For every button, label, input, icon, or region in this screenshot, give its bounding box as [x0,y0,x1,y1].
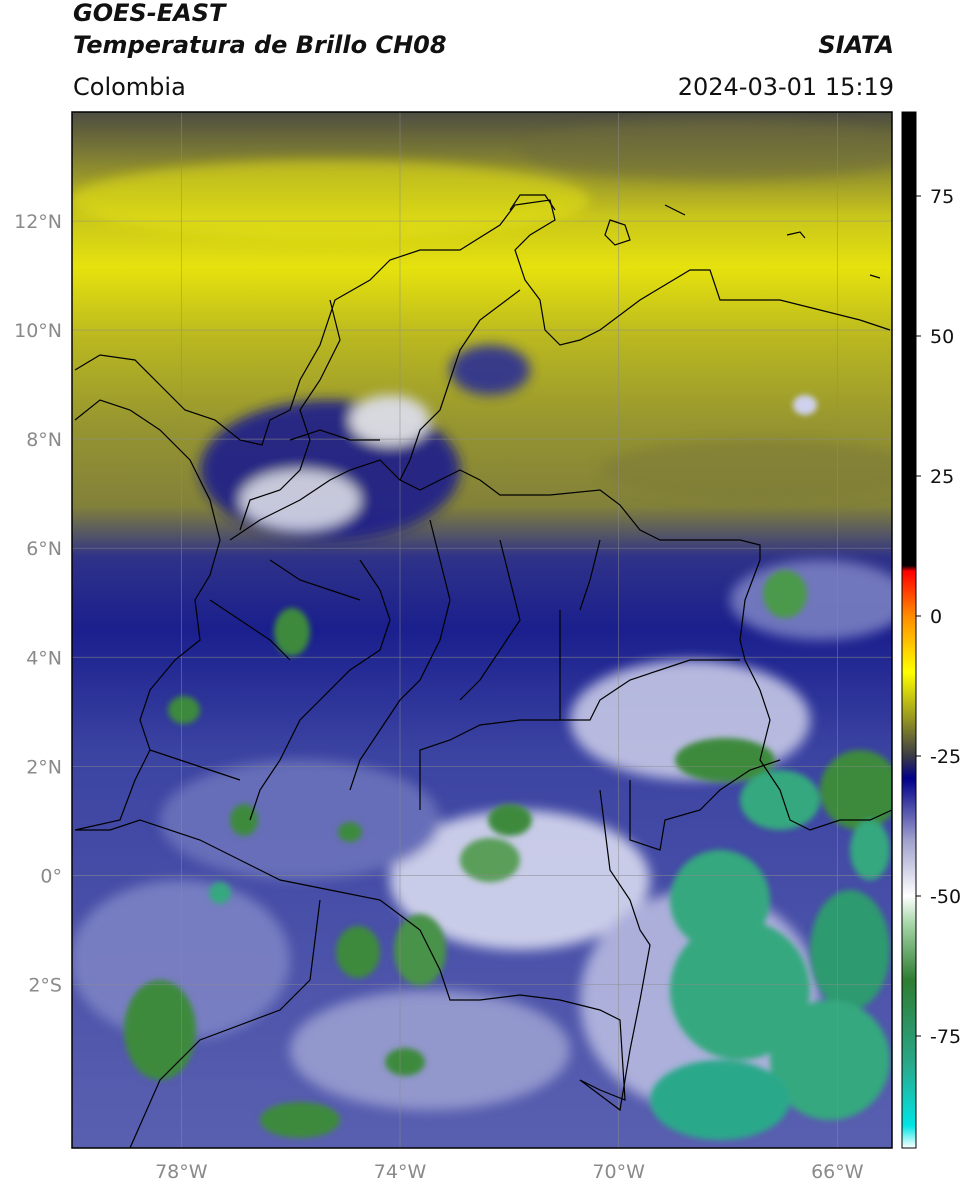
lon-tick-label: 74°W [374,1161,427,1183]
brightness-temperature-field [72,112,892,1148]
gridlines [72,112,892,1148]
lat-tick-label: 10°N [14,320,62,342]
latitude-tick-labels: 12°N 10°N 8°N 6°N 4°N 2°N 0° 2°S [14,211,62,996]
colorbar: 75 50 25 0 -25 -50 -75 [901,111,961,1149]
longitude-tick-labels: 78°W 74°W 70°W 66°W [155,1161,864,1183]
country-borders [74,194,892,1148]
colorbar-tick-label: -75 [930,1026,961,1048]
lat-tick-label: 12°N [14,211,62,233]
product-title: Temperatura de Brillo CH08 [73,31,447,59]
satellite-title: GOES-EAST [73,0,226,27]
lon-tick-label: 66°W [811,1161,864,1183]
lat-tick-label: 0° [40,865,62,887]
colorbar-tick-labels: 75 50 25 0 -25 -50 -75 [916,186,961,1048]
colorbar-tick-label: 0 [930,606,942,628]
lat-tick-label: 2°N [26,756,62,778]
colorbar-tick-label: 50 [930,326,954,348]
colorbar-tick-label: 75 [930,186,954,208]
colorbar-tick-label: -50 [930,886,961,908]
region-label: Colombia [73,73,186,101]
timestamp-label: 2024-03-01 15:19 [677,73,894,101]
lat-tick-label: 8°N [26,429,62,451]
colorbar-tick-label: -25 [930,746,961,768]
lat-tick-label: 6°N [26,538,62,560]
colorbar-tick-label: 25 [930,466,954,488]
agency-label: SIATA [818,31,894,59]
lat-tick-label: 2°S [28,974,62,996]
map-frame [71,111,893,1149]
lon-tick-label: 78°W [155,1161,208,1183]
lon-tick-label: 70°W [592,1161,645,1183]
lat-tick-label: 4°N [26,647,62,669]
